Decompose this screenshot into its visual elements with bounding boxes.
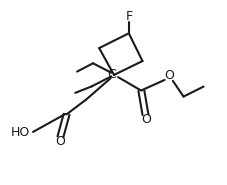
Text: HO: HO <box>11 126 30 139</box>
Text: C: C <box>106 68 115 80</box>
Text: O: O <box>141 113 151 126</box>
Text: O: O <box>55 135 65 148</box>
Text: F: F <box>125 10 132 23</box>
Text: O: O <box>163 69 173 82</box>
